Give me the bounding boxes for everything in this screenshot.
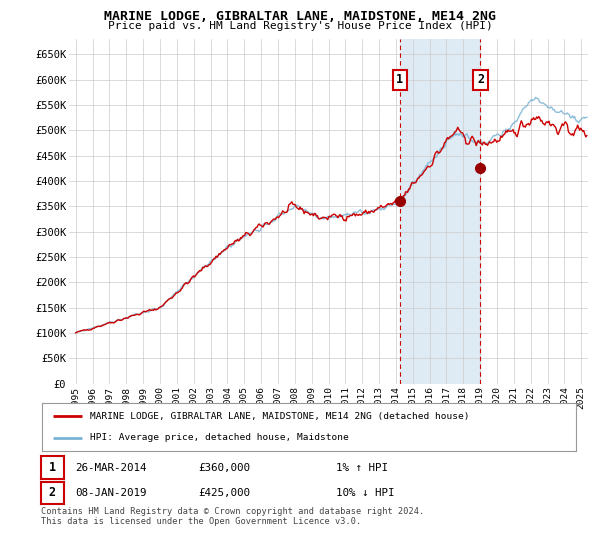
Text: £425,000: £425,000 — [198, 488, 250, 498]
Text: 1: 1 — [49, 461, 56, 474]
Text: 26-MAR-2014: 26-MAR-2014 — [75, 463, 146, 473]
Text: Price paid vs. HM Land Registry's House Price Index (HPI): Price paid vs. HM Land Registry's House … — [107, 21, 493, 31]
Text: MARINE LODGE, GIBRALTAR LANE, MAIDSTONE, ME14 2NG (detached house): MARINE LODGE, GIBRALTAR LANE, MAIDSTONE,… — [90, 412, 470, 421]
Text: 1% ↑ HPI: 1% ↑ HPI — [336, 463, 388, 473]
Text: 10% ↓ HPI: 10% ↓ HPI — [336, 488, 395, 498]
Text: 2: 2 — [477, 73, 484, 86]
Bar — [400, 39, 481, 384]
Text: 1: 1 — [396, 73, 403, 86]
Text: HPI: Average price, detached house, Maidstone: HPI: Average price, detached house, Maid… — [90, 433, 349, 442]
Text: Contains HM Land Registry data © Crown copyright and database right 2024.
This d: Contains HM Land Registry data © Crown c… — [41, 507, 424, 526]
Text: MARINE LODGE, GIBRALTAR LANE, MAIDSTONE, ME14 2NG: MARINE LODGE, GIBRALTAR LANE, MAIDSTONE,… — [104, 10, 496, 23]
Text: 08-JAN-2019: 08-JAN-2019 — [75, 488, 146, 498]
Text: £360,000: £360,000 — [198, 463, 250, 473]
Text: 2: 2 — [49, 486, 56, 500]
